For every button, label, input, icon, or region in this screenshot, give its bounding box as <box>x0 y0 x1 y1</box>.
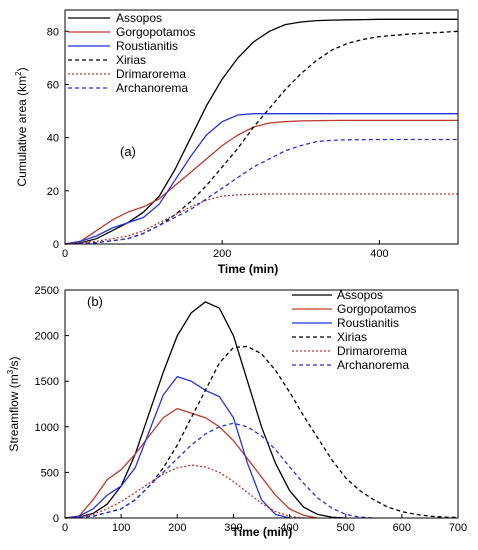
panel-label: (a) <box>120 144 136 159</box>
y-tick-label: 0 <box>53 513 59 525</box>
plot-frame <box>64 289 459 519</box>
legend-label: Drimarorema <box>337 344 407 358</box>
series-line-assopos <box>64 301 346 519</box>
y-axis-label-sup: 2 <box>14 71 23 76</box>
y-tick-label: 1500 <box>35 376 59 388</box>
y-axis-label-tail: ) <box>15 67 29 71</box>
x-axis-label: Time (min) <box>232 525 292 539</box>
y-tick-label: 80 <box>47 26 59 38</box>
x-axis-label: Time (min) <box>218 262 278 276</box>
legend-label: Assopos <box>337 288 383 302</box>
x-tick-label: 200 <box>168 522 186 534</box>
y-tick-label: 40 <box>47 133 59 145</box>
x-tick-label: 200 <box>213 248 231 260</box>
legend-label: Gorgopotamos <box>337 302 416 316</box>
x-tick-label: 100 <box>112 522 130 534</box>
cumulative-area-chart: 0 200 400 0 20 40 60 80 (a) Time (min) Cumulati… <box>14 9 459 276</box>
y-axis-label: Streamflow (m3/s) <box>6 356 21 451</box>
series-line-archanorema <box>64 138 458 245</box>
y-tick-label: 60 <box>47 79 59 91</box>
panel-label: (b) <box>87 294 103 309</box>
legend-label: Gorgopotamos <box>116 25 195 39</box>
legend-label: Archanorema <box>116 81 188 95</box>
series-line-drimarorema <box>64 193 458 245</box>
x-tick-label: 700 <box>449 522 467 534</box>
series-line-roustianitis <box>64 375 290 519</box>
streamflow-chart: 0 100 200 300 400 500 600 700 0 500 1000 1500 2000 25… <box>6 285 467 539</box>
y-tick-label: 1000 <box>35 422 59 434</box>
x-tick-label: 0 <box>62 248 68 260</box>
y-axis-label: Cumulative area (km2) <box>14 67 29 186</box>
tick-group: 0 100 200 300 400 500 600 700 0 500 1000 1500 2000 25… <box>35 285 468 534</box>
series-line-xirias <box>64 345 459 519</box>
legend: AssoposGorgopotamosRoustianitisXiriasDri… <box>68 11 195 95</box>
x-tick-label: 400 <box>280 522 298 534</box>
y-tick-label: 0 <box>53 239 59 251</box>
legend-label: Roustianitis <box>116 39 178 53</box>
series-line-drimarorema <box>64 464 304 519</box>
x-tick-label: 600 <box>393 522 411 534</box>
tick-group: 0 200 400 0 20 40 60 80 <box>47 26 389 260</box>
y-axis-label-sup: 3 <box>6 369 15 374</box>
plot-frame <box>64 9 459 245</box>
x-tick-label: 0 <box>62 522 68 534</box>
series-line-assopos <box>64 18 458 245</box>
x-tick-label: 500 <box>337 522 355 534</box>
series-line-gorgopotamos <box>64 407 318 519</box>
legend-label: Drimarorema <box>116 67 186 81</box>
legend-label: Xirias <box>337 330 367 344</box>
legend-label: Archanorema <box>337 358 409 372</box>
series-line-roustianitis <box>64 113 458 245</box>
series-line-gorgopotamos <box>64 119 458 245</box>
series-line-archanorema <box>64 422 374 519</box>
legend-label: Xirias <box>116 53 146 67</box>
y-axis-label-main: Streamflow (m <box>7 374 21 451</box>
y-axis-label-main: Cumulative area (km <box>15 76 29 187</box>
y-tick-label: 500 <box>41 467 59 479</box>
y-tick-label: 2000 <box>35 331 59 343</box>
y-axis-label-tail: /s) <box>7 356 21 369</box>
legend: AssoposGorgopotamosRoustianitisXiriasDri… <box>292 288 416 372</box>
x-tick-label: 400 <box>370 248 388 260</box>
series-group <box>64 18 459 245</box>
series-group <box>64 301 459 519</box>
y-tick-label: 20 <box>47 186 59 198</box>
legend-label: Assopos <box>116 11 162 25</box>
legend-label: Roustianitis <box>337 316 399 330</box>
x-tick-label: 300 <box>224 522 242 534</box>
y-tick-label: 2500 <box>35 285 59 297</box>
